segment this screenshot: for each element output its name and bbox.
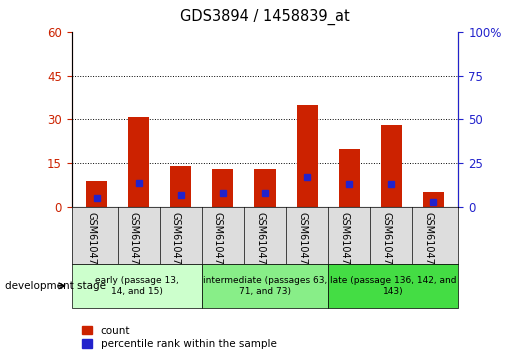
Bar: [213, 169, 233, 207]
Text: GDS3894 / 1458839_at: GDS3894 / 1458839_at: [180, 9, 350, 25]
Bar: [72, 264, 202, 308]
Bar: [339, 149, 360, 207]
Text: late (passage 136, 142, and
143): late (passage 136, 142, and 143): [330, 276, 456, 296]
Legend: count, percentile rank within the sample: count, percentile rank within the sample: [82, 326, 277, 349]
Text: GSM610477: GSM610477: [381, 212, 391, 271]
Text: intermediate (passages 63,
71, and 73): intermediate (passages 63, 71, and 73): [203, 276, 327, 296]
Bar: [170, 166, 191, 207]
Bar: [202, 264, 328, 308]
Bar: [328, 264, 458, 308]
Text: GSM610475: GSM610475: [297, 212, 307, 271]
Text: GSM610476: GSM610476: [339, 212, 349, 270]
Bar: [423, 193, 444, 207]
Text: early (passage 13,
14, and 15): early (passage 13, 14, and 15): [95, 276, 179, 296]
Text: GSM610471: GSM610471: [129, 212, 139, 270]
Bar: [86, 181, 107, 207]
Bar: [254, 169, 276, 207]
Bar: [128, 116, 149, 207]
Bar: [381, 125, 402, 207]
Text: GSM610470: GSM610470: [87, 212, 97, 270]
Text: GSM610474: GSM610474: [255, 212, 265, 270]
Text: GSM610478: GSM610478: [423, 212, 433, 270]
Text: GSM610472: GSM610472: [171, 212, 181, 271]
Bar: [297, 105, 317, 207]
Text: development stage: development stage: [5, 281, 107, 291]
Text: GSM610473: GSM610473: [213, 212, 223, 270]
